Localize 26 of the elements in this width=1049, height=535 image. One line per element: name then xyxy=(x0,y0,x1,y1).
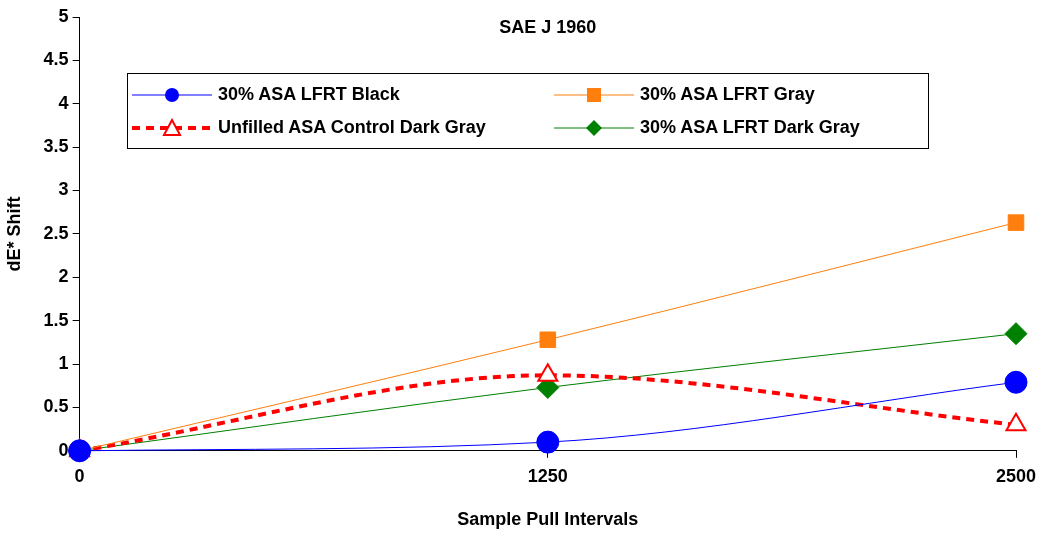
point xyxy=(1004,322,1028,346)
point xyxy=(1007,214,1025,231)
y-tick-label: 1 xyxy=(58,353,69,374)
x-tick-label: 2500 xyxy=(995,465,1037,486)
x-tick-label: 1250 xyxy=(527,465,568,486)
x-tick-label: 0 xyxy=(74,465,85,486)
y-tick-label: 4 xyxy=(58,92,69,113)
y-tick-label: 3 xyxy=(58,179,69,200)
y-tick-label: 2 xyxy=(58,266,69,287)
legend-label: 30% ASA LFRT Black xyxy=(218,84,400,105)
y-tick-label: 4.5 xyxy=(43,49,69,70)
y-axis-title: dE* Shift xyxy=(3,196,24,272)
point xyxy=(539,331,557,349)
y-tick-label: 3.5 xyxy=(43,136,69,157)
chart-title: SAE J 1960 xyxy=(499,16,597,37)
y-tick-label: 2.5 xyxy=(43,222,69,243)
point xyxy=(1004,370,1028,394)
legend-label: Unfilled ASA Control Dark Gray xyxy=(218,117,486,138)
legend-label: 30% ASA LFRT Gray xyxy=(640,84,815,105)
y-tick-label: 0 xyxy=(58,439,69,460)
legend-label: 30% ASA LFRT Dark Gray xyxy=(640,117,860,138)
x-axis-title: Sample Pull Intervals xyxy=(457,509,639,530)
y-tick-label: 5 xyxy=(58,5,69,26)
y-tick-label: 1.5 xyxy=(43,309,69,330)
point xyxy=(536,430,560,454)
y-tick-label: 0.5 xyxy=(43,396,69,417)
